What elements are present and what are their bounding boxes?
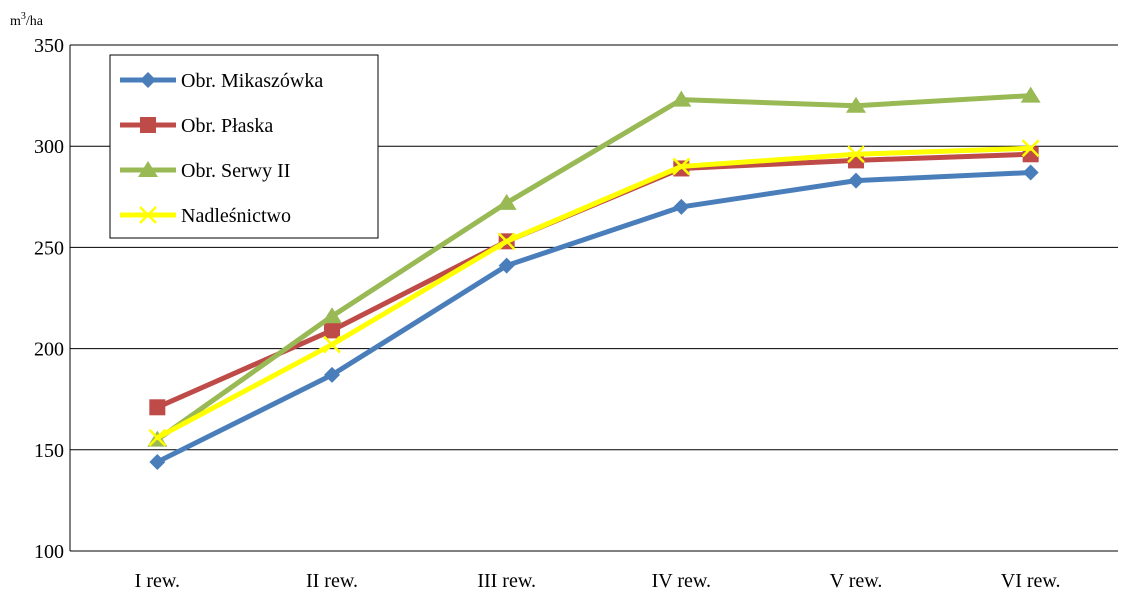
data-point-obr-plaska-2 — [324, 322, 340, 339]
series-line-obr-serwy-ii — [154, 93, 1034, 443]
unit-rest: /ha — [26, 14, 44, 29]
y-tick-label: 250 — [34, 237, 64, 259]
series — [147, 86, 1041, 470]
legend-label: Nadleśnictwo — [181, 205, 291, 227]
data-point-nadlesnictwo-6 — [1021, 139, 1040, 158]
legend-label: Obr. Mikaszówka — [181, 70, 323, 92]
x-stroke — [497, 232, 516, 251]
data-point-nadlesnictwo-1 — [148, 428, 167, 447]
legend-marker — [140, 117, 156, 133]
data-point-nadlesnictwo-3 — [497, 232, 516, 251]
series-line-nadlesnictwo — [154, 145, 1034, 441]
legend-entry-obr-serwy-ii: Obr. Serwy II — [120, 160, 290, 182]
data-point-obr-serwy-ii-4 — [671, 90, 692, 107]
data-point-nadlesnictwo-2 — [323, 335, 341, 354]
x-tick-label-ii-rew: II rew. — [306, 570, 358, 592]
unit-base: m — [10, 14, 21, 29]
y-tick-label: 150 — [34, 440, 64, 462]
data-point-obr-plaska-1 — [149, 399, 166, 416]
series-line-obr-mikaszowka — [154, 170, 1034, 465]
x-stroke — [139, 206, 157, 224]
x-tick-label-vi-rew: VI rew. — [1001, 570, 1061, 592]
legend-entry-obr-mikaszowka: Obr. Mikaszówka — [120, 70, 323, 92]
data-point-obr-serwy-ii-2 — [322, 307, 342, 324]
legend-marker — [139, 206, 157, 224]
data-point-obr-serwy-ii-3 — [496, 193, 517, 210]
series-nadlesnictwo — [148, 139, 1040, 447]
data-point-obr-serwy-ii-5 — [846, 96, 866, 113]
axes: 100 150 200 250 300 350 m3/ha I rew. II rew. III … — [10, 11, 1118, 592]
x-stroke — [323, 335, 341, 354]
data-point-obr-mikaszowka-1 — [149, 453, 166, 470]
legend-marker — [138, 161, 158, 177]
legend: Obr. Mikaszówka Obr. Płaska Obr. Serwy II N… — [109, 54, 379, 239]
x-tick-label-i-rew: I rew. — [135, 570, 180, 592]
y-tick-label: 350 — [34, 35, 64, 57]
y-tick-label: 200 — [34, 339, 64, 361]
data-point-obr-mikaszowka-4 — [673, 198, 690, 215]
unit-superscript: 3 — [21, 11, 26, 22]
x-tick-label-iii-rew: III rew. — [477, 570, 536, 592]
data-point-obr-serwy-ii-6 — [1020, 86, 1041, 103]
y-tick-label: 300 — [34, 136, 64, 158]
legend-label: Obr. Płaska — [181, 115, 273, 137]
x-stroke — [1021, 139, 1040, 158]
data-point-obr-mikaszowka-2 — [324, 366, 340, 383]
legend-entry-nadlesnictwo: Nadleśnictwo — [120, 205, 291, 227]
legend-marker — [140, 72, 156, 88]
y-axis-unit-label: m3/ha — [10, 11, 44, 29]
x-tick-label-iv-rew: IV rew. — [652, 570, 711, 592]
data-point-obr-mikaszowka-5 — [848, 172, 864, 189]
y-tick-label: 100 — [34, 541, 64, 563]
x-tick-label-v-rew: V rew. — [830, 570, 883, 592]
series-obr-serwy-ii — [147, 86, 1041, 447]
data-point-nadlesnictwo-4 — [672, 157, 691, 176]
series-obr-mikaszowka — [149, 164, 1039, 470]
x-stroke — [148, 428, 167, 447]
x-stroke — [672, 157, 691, 176]
legend-label: Obr. Serwy II — [181, 160, 290, 182]
x-stroke — [847, 145, 865, 164]
data-point-obr-mikaszowka-6 — [1022, 164, 1039, 181]
data-point-nadlesnictwo-5 — [847, 145, 865, 164]
data-point-obr-mikaszowka-3 — [498, 257, 515, 274]
legend-entry-obr-plaska: Obr. Płaska — [120, 115, 273, 137]
